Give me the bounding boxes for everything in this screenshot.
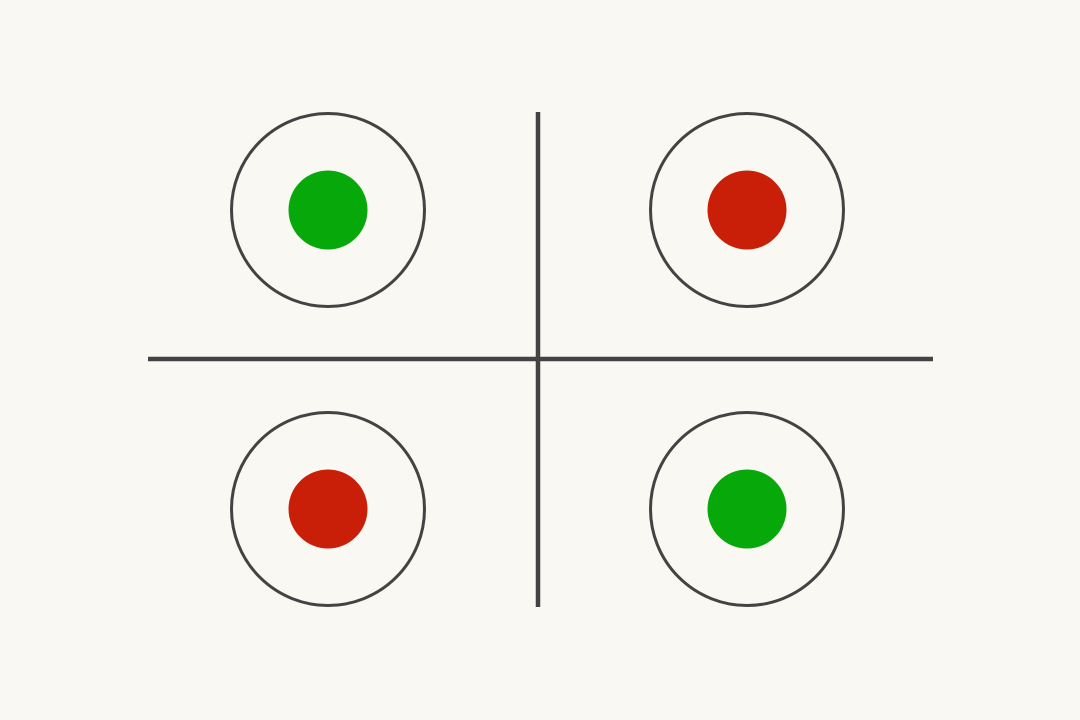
ring-bottom-left	[230, 411, 426, 607]
dot-bottom-left	[288, 469, 368, 549]
quadrant-bottom-right	[649, 411, 845, 607]
quadrant-top-left	[230, 112, 426, 308]
quadrant-top-right	[649, 112, 845, 308]
quadrant-bottom-left	[230, 411, 426, 607]
ring-bottom-right	[649, 411, 845, 607]
ring-top-right	[649, 112, 845, 308]
dot-top-right	[707, 170, 787, 250]
dot-bottom-right	[707, 469, 787, 549]
dot-top-left	[288, 170, 368, 250]
ring-top-left	[230, 112, 426, 308]
